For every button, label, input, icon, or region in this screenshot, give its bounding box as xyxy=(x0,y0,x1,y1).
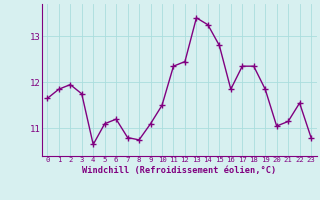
X-axis label: Windchill (Refroidissement éolien,°C): Windchill (Refroidissement éolien,°C) xyxy=(82,166,276,175)
